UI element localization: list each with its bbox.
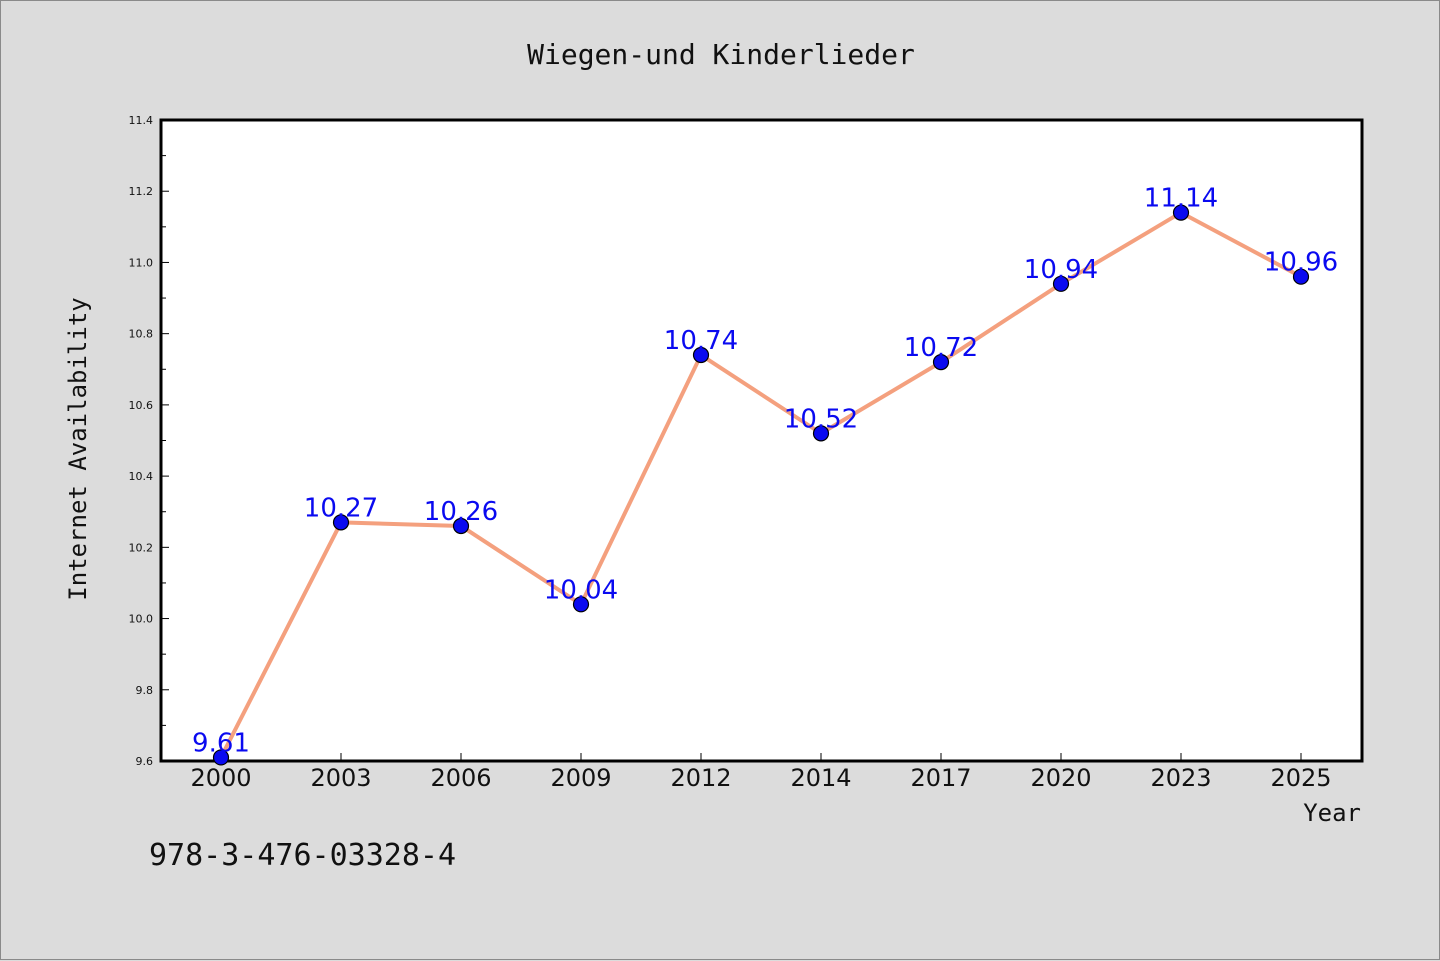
x-tick-label: 2020 (1030, 764, 1091, 792)
data-point (572, 596, 590, 613)
data-point (1292, 268, 1310, 285)
data-label: 10.04 (544, 575, 618, 605)
data-point (1052, 275, 1070, 292)
x-tick-label: 2006 (430, 764, 491, 792)
y-tick-label: 10.0 (129, 613, 154, 626)
data-point (332, 514, 350, 531)
data-point (692, 346, 710, 364)
data-labels: 9.61 10.27 10.26 10.04 10.74 10.52 10.72 10.94 1… (192, 184, 1338, 759)
y-tick-label: 11.2 (129, 185, 154, 198)
footer-isbn: 978-3-476-03328-4 (149, 838, 456, 873)
data-label: 9.61 (192, 728, 250, 758)
data-point (812, 425, 830, 442)
x-tick-label: 2009 (550, 764, 611, 792)
y-tick-label: 10.2 (129, 541, 154, 554)
data-label: 10.26 (424, 497, 498, 527)
y-tick-label: 10.6 (129, 399, 154, 412)
data-label: 10.27 (304, 493, 378, 523)
chart-title: Wiegen-und Kinderlieder (527, 38, 915, 71)
x-tick-label: 2000 (190, 764, 251, 792)
y-tick-label: 11.4 (129, 114, 154, 127)
data-label: 11.14 (1144, 184, 1218, 214)
data-point (932, 354, 950, 371)
data-label: 10.94 (1024, 255, 1098, 285)
data-label: 10.72 (904, 333, 978, 363)
data-point (1172, 204, 1190, 221)
y-tick-label: 11.0 (129, 256, 154, 269)
y-tick-label: 9.8 (136, 684, 154, 697)
x-axis-label: Year (1303, 799, 1361, 827)
x-tick-label: 2012 (670, 764, 731, 792)
data-label: 10.52 (784, 404, 858, 434)
x-tick-label: 2023 (1150, 764, 1211, 792)
data-label: 10.74 (664, 326, 738, 356)
data-point (452, 517, 470, 535)
y-tick-label: 10.8 (129, 328, 154, 341)
series-line (219, 210, 1302, 759)
y-axis-label: Internet Availability (64, 297, 92, 600)
data-label: 10.96 (1264, 248, 1338, 278)
x-tick-label: 2017 (910, 764, 971, 792)
series-group (212, 204, 1310, 766)
x-tick-label: 2025 (1270, 764, 1331, 792)
y-tick-label: 9.6 (136, 755, 154, 768)
x-tick-label: 2003 (310, 764, 371, 792)
x-tick-label: 2014 (790, 764, 851, 792)
plot-area (159, 118, 1364, 763)
data-point (212, 749, 230, 766)
y-axis: 9.6 9.8 10.0 10.2 10.4 10.6 10.8 11.0 11.2 11.4 (129, 114, 169, 768)
x-axis: 2000 2003 2006 2009 2012 2014 2017 2020 2023 2025 (190, 753, 1332, 792)
y-tick-label: 10.4 (129, 470, 154, 483)
